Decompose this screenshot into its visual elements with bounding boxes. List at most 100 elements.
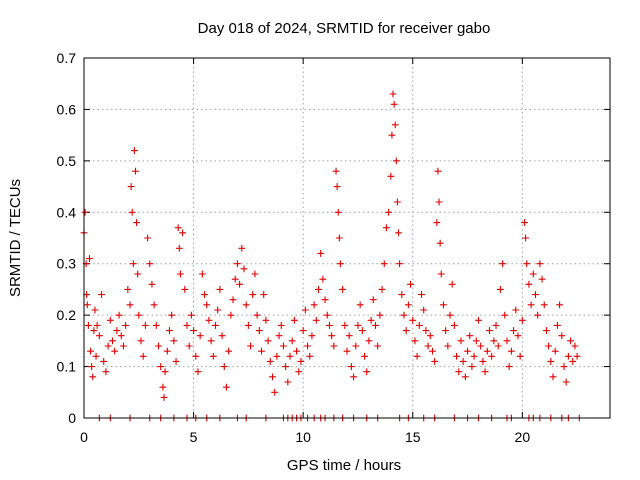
data-point: [133, 219, 140, 226]
data-point: [93, 322, 101, 329]
data-point: [334, 208, 342, 216]
data-point: [159, 383, 167, 391]
data-point: [475, 316, 482, 324]
data-point: [242, 301, 250, 309]
data-point: [558, 332, 566, 340]
data-point: [299, 327, 307, 334]
data-point: [330, 342, 338, 350]
data-point: [567, 337, 574, 345]
y-tick-label: 0.4: [57, 204, 77, 220]
data-point: [369, 296, 377, 304]
data-point: [194, 368, 202, 376]
data-point: [190, 327, 197, 334]
x-axis-label: GPS time / hours: [287, 457, 401, 474]
data-point: [275, 332, 283, 340]
data-point: [284, 378, 292, 386]
data-point: [115, 311, 123, 319]
data-point: [89, 373, 97, 381]
data-point: [536, 260, 544, 268]
data-point: [185, 342, 193, 350]
data-point: [218, 332, 226, 340]
data-point: [264, 337, 272, 345]
data-point: [144, 234, 151, 242]
data-point: [128, 208, 136, 216]
data-point: [470, 352, 478, 360]
data-point: [129, 260, 137, 268]
data-point: [437, 270, 445, 278]
data-point: [372, 322, 379, 329]
data-point: [223, 383, 230, 391]
data-point: [317, 250, 325, 257]
data-point: [534, 311, 542, 319]
chart-title: Day 018 of 2024, SRMTID for receiver gab…: [198, 20, 491, 37]
y-tick-label: 0.1: [57, 359, 77, 375]
data-point: [192, 352, 200, 360]
data-point: [109, 337, 116, 345]
data-point: [562, 378, 570, 386]
data-point: [551, 347, 559, 355]
data-point: [341, 322, 349, 329]
data-point: [310, 301, 318, 309]
data-point: [163, 347, 171, 355]
data-point: [323, 311, 331, 319]
data-point: [216, 286, 224, 293]
data-point: [132, 167, 139, 175]
data-point: [104, 342, 112, 350]
data-point: [288, 337, 296, 345]
data-point: [367, 316, 375, 324]
data-point: [198, 270, 206, 278]
data-point: [389, 90, 397, 98]
data-point: [554, 322, 561, 329]
data-point: [415, 322, 423, 329]
data-point: [507, 347, 515, 355]
data-point: [83, 301, 91, 309]
data-point: [543, 327, 550, 334]
data-point: [390, 100, 398, 108]
data-point: [205, 316, 213, 324]
data-point: [446, 311, 454, 319]
data-point: [549, 373, 557, 381]
data-point: [411, 337, 419, 345]
data-point: [407, 280, 414, 288]
data-point: [315, 286, 322, 293]
data-point: [124, 286, 132, 293]
data-point: [501, 311, 509, 319]
data-point: [177, 270, 184, 278]
data-point: [286, 352, 294, 360]
data-point: [380, 260, 388, 268]
data-point: [527, 301, 535, 309]
data-point: [426, 332, 434, 340]
data-point: [383, 224, 390, 232]
y-tick-label: 0.5: [57, 153, 77, 169]
data-point: [455, 368, 463, 376]
data-point: [170, 337, 178, 345]
data-point: [333, 183, 341, 190]
data-point: [337, 260, 344, 268]
data-point: [179, 229, 187, 237]
data-point: [175, 244, 183, 252]
data-point: [440, 301, 447, 309]
data-point: [394, 198, 401, 206]
data-point: [490, 337, 498, 345]
data-point: [545, 342, 553, 350]
data-point: [111, 347, 119, 355]
data-point: [503, 337, 511, 345]
data-point: [148, 280, 156, 288]
data-point: [547, 358, 555, 365]
data-point: [413, 352, 421, 360]
data-point: [387, 172, 395, 180]
data-point: [291, 316, 298, 324]
data-point: [166, 327, 173, 334]
data-point: [505, 363, 513, 370]
data-point: [374, 342, 382, 350]
grid-lines: [84, 58, 610, 418]
data-point: [436, 239, 444, 247]
data-point: [301, 306, 309, 314]
data-point: [472, 337, 480, 345]
data-point: [378, 286, 386, 293]
data-point: [120, 342, 127, 350]
data-point: [106, 316, 114, 324]
y-axis-label: SRMTID / TECUs: [7, 179, 24, 297]
data-point: [88, 363, 96, 370]
x-tick-label: 15: [405, 429, 421, 445]
